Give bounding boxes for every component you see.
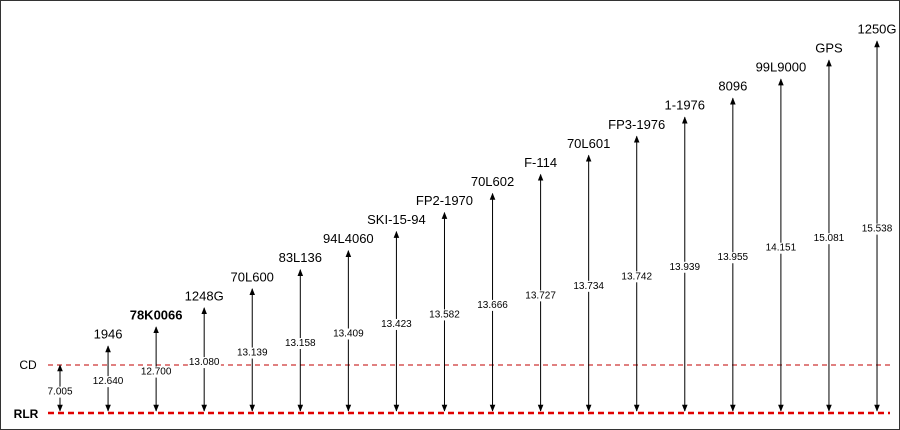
value-bg bbox=[716, 252, 750, 264]
benchmark-label: 99L9000 bbox=[756, 60, 807, 75]
value-bg bbox=[284, 338, 318, 350]
benchmark-label: 70L602 bbox=[471, 174, 514, 189]
value-bg bbox=[476, 299, 510, 311]
benchmark-label: SKI-15-94 bbox=[367, 212, 426, 227]
value-label: 13.742 bbox=[621, 271, 652, 282]
value-bg bbox=[764, 242, 798, 254]
value-bg bbox=[860, 223, 894, 235]
benchmark-label: 1248G bbox=[185, 288, 224, 303]
value-bg bbox=[46, 386, 74, 398]
value-label: 13.666 bbox=[477, 300, 508, 311]
value-label: 12.700 bbox=[141, 367, 172, 378]
value-bg bbox=[91, 376, 125, 388]
value-bg bbox=[620, 271, 654, 283]
benchmark-label: 8096 bbox=[718, 79, 747, 94]
benchmark-label: 83L136 bbox=[279, 250, 322, 265]
benchmark-label: 94L4060 bbox=[323, 231, 374, 246]
value-bg bbox=[428, 309, 462, 321]
value-label: 15.081 bbox=[814, 233, 845, 244]
cd-label: CD bbox=[19, 358, 37, 372]
benchmark-label: F-114 bbox=[524, 155, 557, 170]
value-label: 13.582 bbox=[429, 309, 460, 320]
value-label: 13.727 bbox=[525, 290, 556, 301]
benchmark-label: 78K0066 bbox=[130, 307, 183, 322]
value-label: 13.409 bbox=[333, 328, 364, 339]
benchmark-label: GPS bbox=[815, 41, 843, 56]
value-bg bbox=[235, 347, 269, 359]
benchmark-label: 1250G bbox=[857, 21, 896, 36]
rlr-label: RLR bbox=[14, 407, 39, 421]
value-bg bbox=[572, 280, 606, 292]
value-label: 13.080 bbox=[189, 357, 220, 368]
value-label: 14.151 bbox=[766, 243, 797, 254]
value-bg bbox=[187, 357, 221, 369]
value-label: 15.538 bbox=[862, 224, 893, 235]
value-label: 13.158 bbox=[285, 338, 316, 349]
benchmark-label: 70L600 bbox=[231, 269, 274, 284]
value-label: 13.139 bbox=[237, 348, 268, 359]
benchmark-label: FP2-1970 bbox=[416, 193, 473, 208]
value-label: 13.734 bbox=[573, 281, 604, 292]
value-bg bbox=[524, 290, 558, 302]
value-label: 13.423 bbox=[381, 319, 412, 330]
value-label: 7.005 bbox=[47, 387, 72, 398]
value-bg bbox=[380, 318, 414, 330]
value-bg bbox=[812, 233, 846, 245]
value-label: 13.955 bbox=[718, 252, 749, 263]
benchmark-label: 1946 bbox=[94, 326, 123, 341]
benchmark-label: 1-1976 bbox=[665, 98, 705, 113]
benchmark-label: FP3-1976 bbox=[608, 117, 665, 132]
benchmark-label: 70L601 bbox=[567, 136, 610, 151]
value-label: 12.640 bbox=[93, 376, 124, 387]
value-bg bbox=[668, 261, 702, 273]
value-label: 13.939 bbox=[669, 262, 700, 273]
value-bg bbox=[332, 328, 366, 340]
value-bg bbox=[139, 366, 173, 378]
